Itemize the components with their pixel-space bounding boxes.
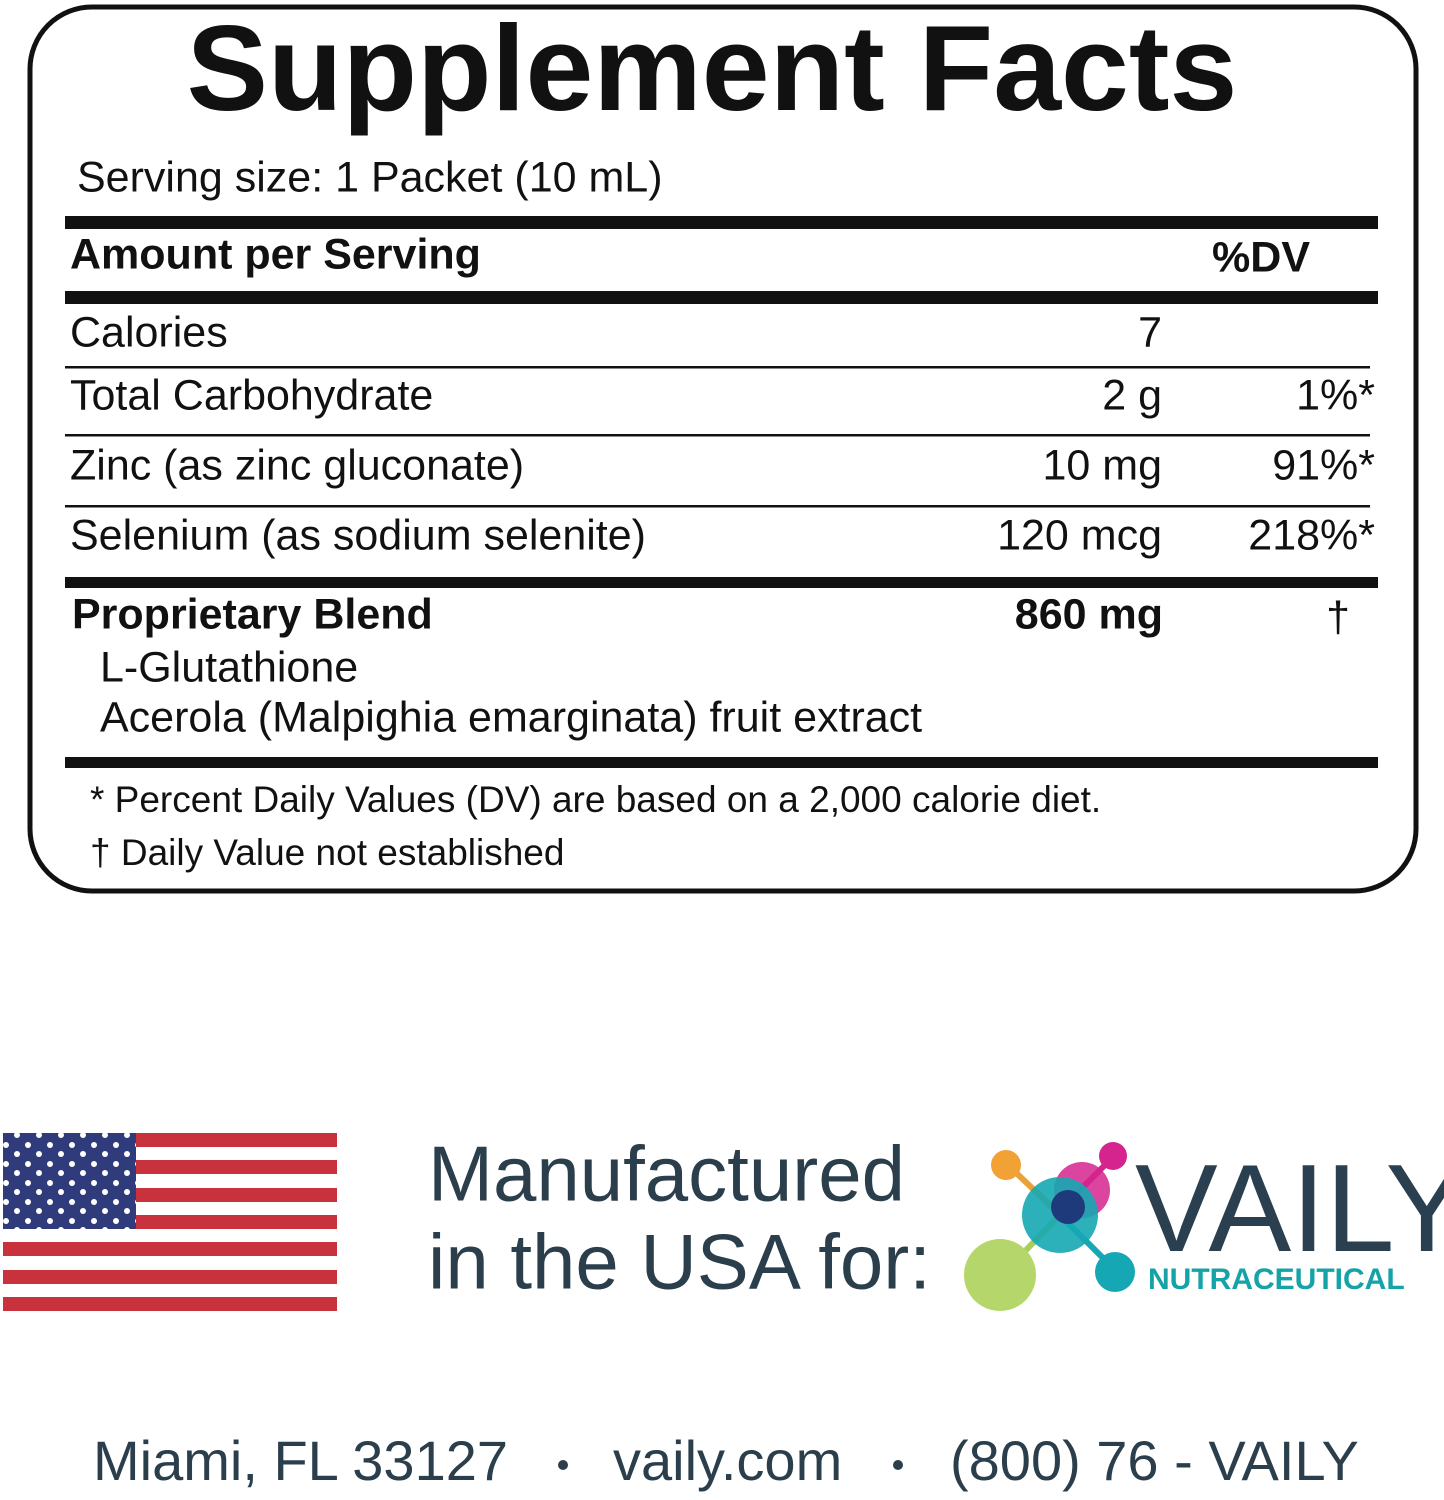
brand-subtitle: NUTRACEUTICAL <box>1148 1263 1405 1296</box>
ingredient: Acerola (Malpighia emarginata) fruit ext… <box>100 693 922 741</box>
footnote: † Daily Value not established <box>90 832 564 873</box>
blend-amount: 860 mg <box>1015 590 1163 638</box>
ingredient: L-Glutathione <box>100 643 358 691</box>
manufactured-line: Manufactured <box>428 1130 905 1218</box>
blend-name: Proprietary Blend <box>72 590 433 638</box>
nutrient-dv: 218%* <box>1248 511 1375 559</box>
label-border <box>27 4 1419 894</box>
row-rule <box>65 434 1370 437</box>
nutrient-dv: 1%* <box>1296 371 1375 419</box>
nutrient-name: Total Carbohydrate <box>70 371 433 419</box>
blend-dv: † <box>1326 593 1350 641</box>
nutrient-amount: 10 mg <box>1042 441 1162 489</box>
label-title: Supplement Facts <box>187 0 1238 136</box>
nutrient-dv: 91%* <box>1272 441 1375 489</box>
manufactured-line: in the USA for: <box>428 1218 931 1306</box>
nutrient-amount: 120 mcg <box>997 511 1162 559</box>
nutrient-amount: 7 <box>1138 308 1162 356</box>
nutrient-rows: Calories 7 Total Carbohydrate 2 g 1%* Zinc (a… <box>65 308 1375 559</box>
serving-size: Serving size: 1 Packet (10 mL) <box>77 153 663 201</box>
rule <box>65 757 1378 768</box>
rule <box>65 291 1378 304</box>
nutrient-name: Zinc (as zinc gluconate) <box>70 441 524 489</box>
us-flag <box>3 1133 337 1311</box>
header-dv: %DV <box>1212 233 1310 281</box>
header-amount: Amount per Serving <box>70 230 481 278</box>
brand-name: VAILY <box>1135 1140 1444 1278</box>
row-rule <box>65 505 1370 508</box>
footer-item: vaily.com <box>613 1429 842 1492</box>
nutrient-name: Calories <box>70 308 228 356</box>
footnote: * Percent Daily Values (DV) are based on… <box>90 779 1101 820</box>
nutrient-name: Selenium (as sodium selenite) <box>70 511 646 559</box>
rule <box>65 577 1378 588</box>
footer-item: (800) 76 - VAILY <box>950 1429 1359 1492</box>
rule <box>65 216 1378 229</box>
separator <box>893 1460 903 1470</box>
separator <box>558 1460 568 1470</box>
brand-logo <box>964 1142 1135 1311</box>
footer-item: Miami, FL 33127 <box>93 1429 508 1492</box>
row-rule <box>65 366 1370 369</box>
nutrient-amount: 2 g <box>1102 371 1162 419</box>
